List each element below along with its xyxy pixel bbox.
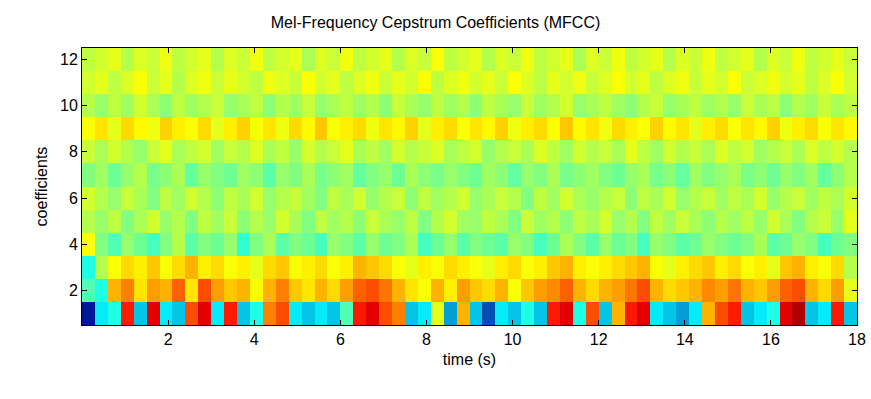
svg-text:6: 6: [69, 190, 78, 207]
svg-text:16: 16: [762, 331, 780, 348]
svg-text:14: 14: [676, 331, 694, 348]
svg-text:8: 8: [69, 143, 78, 160]
svg-text:18: 18: [848, 331, 866, 348]
svg-text:10: 10: [60, 97, 78, 114]
svg-text:12: 12: [590, 331, 608, 348]
svg-text:coefficients: coefficients: [33, 147, 50, 227]
svg-text:time (s): time (s): [443, 351, 496, 368]
svg-text:2: 2: [69, 282, 78, 299]
svg-text:8: 8: [422, 331, 431, 348]
svg-text:12: 12: [60, 51, 78, 68]
svg-text:6: 6: [336, 331, 345, 348]
svg-text:4: 4: [69, 236, 78, 253]
svg-text:4: 4: [250, 331, 259, 348]
svg-text:2: 2: [164, 331, 173, 348]
svg-text:Mel-Frequency Cepstrum Coeffic: Mel-Frequency Cepstrum Coefficients (MFC…: [271, 14, 601, 31]
svg-text:10: 10: [504, 331, 522, 348]
